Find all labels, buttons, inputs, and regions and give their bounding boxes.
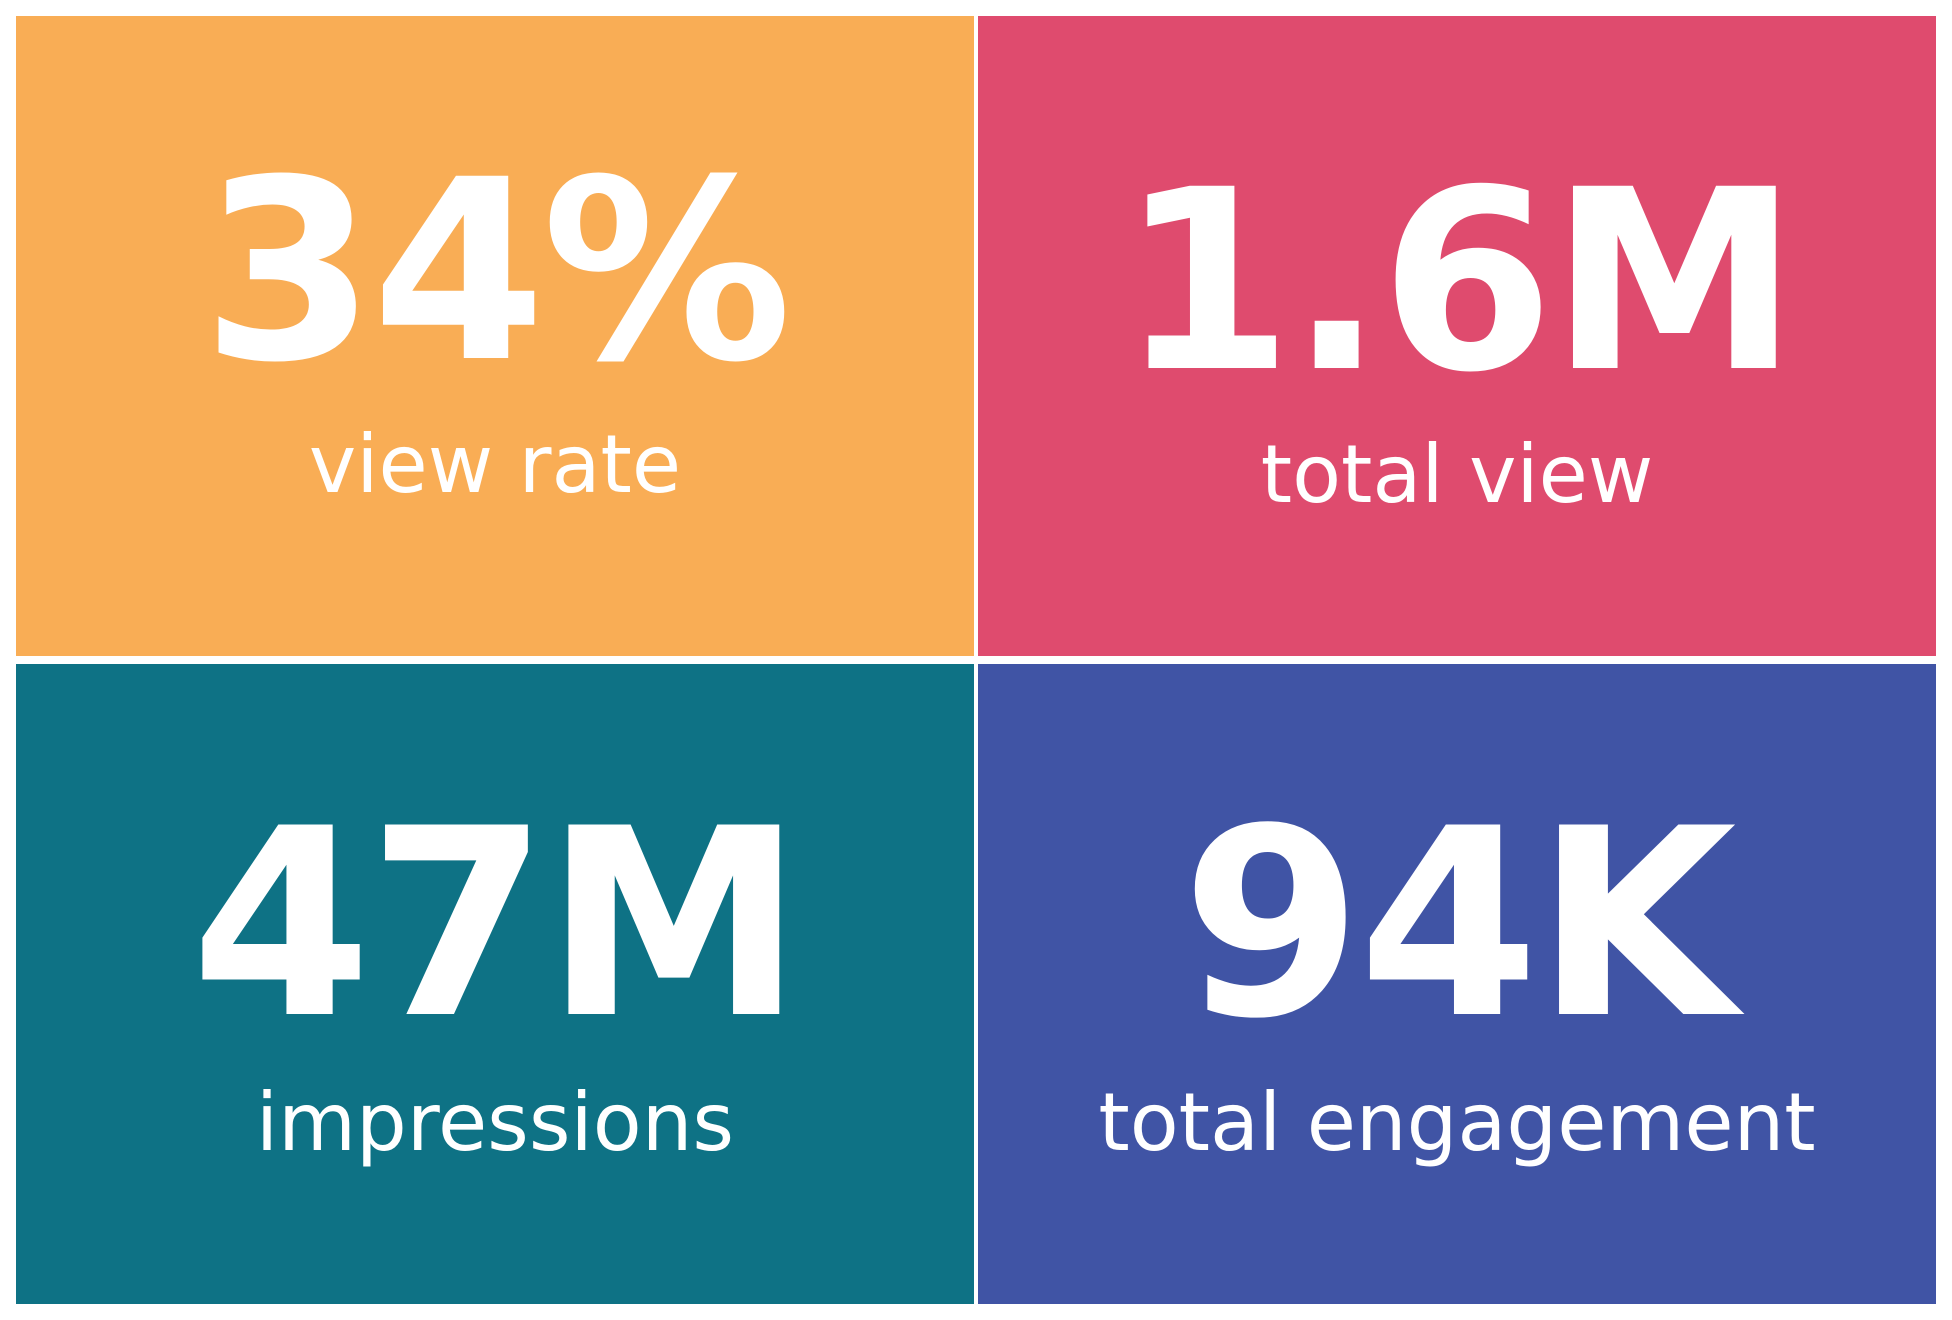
total-view-tile: 1.6M total view (978, 16, 1936, 656)
view-rate-label: view rate (308, 418, 682, 511)
view-rate-tile: 34% view rate (16, 16, 974, 656)
impressions-tile: 47M impressions (16, 664, 974, 1304)
total-engagement-value: 94K (1181, 774, 1736, 1076)
impressions-value: 47M (190, 774, 804, 1076)
impressions-label: impressions (255, 1076, 735, 1169)
total-view-label: total view (1260, 428, 1654, 521)
total-engagement-tile: 94K total engagement (978, 664, 1936, 1304)
total-view-value: 1.6M (1119, 136, 1799, 427)
metrics-grid: 34% view rate 1.6M total view 47M impres… (16, 16, 1936, 1304)
total-engagement-label: total engagement (1098, 1076, 1816, 1169)
view-rate-value: 34% (201, 126, 792, 417)
